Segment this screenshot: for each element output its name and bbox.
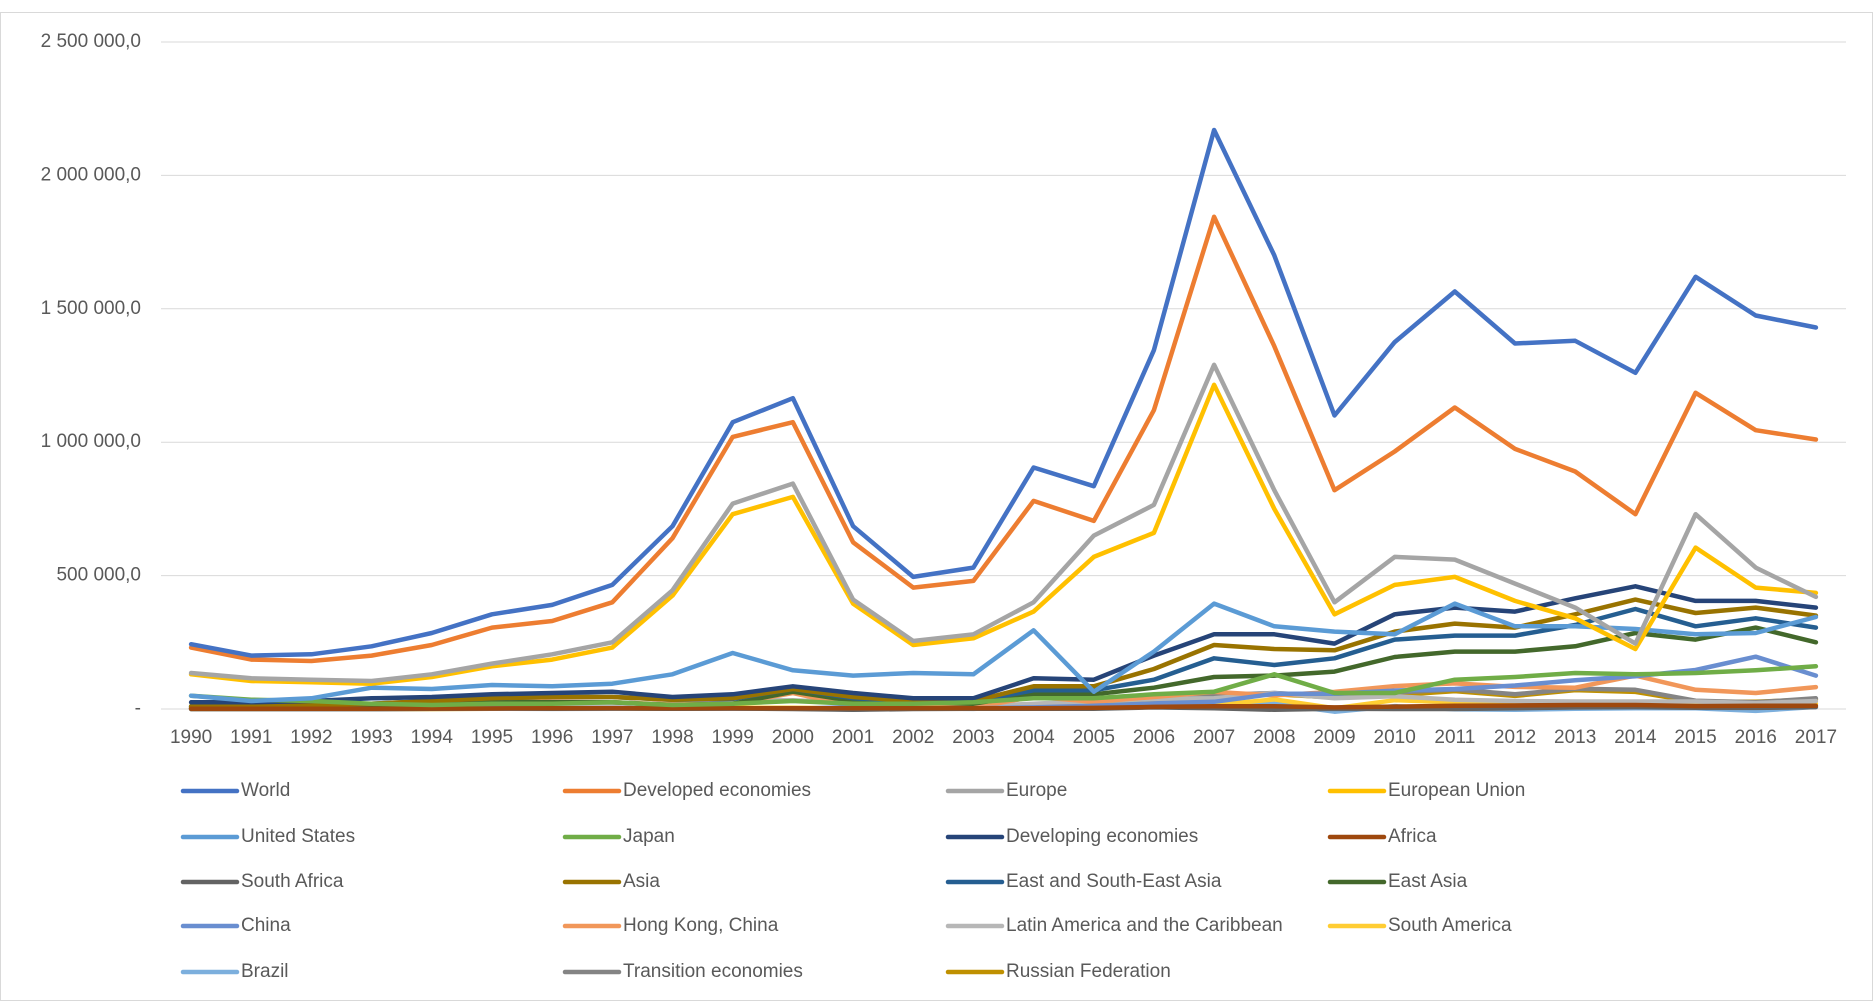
legend-label: Developed economies — [623, 780, 811, 801]
legend-label: Japan — [623, 826, 675, 847]
chart-border — [0, 12, 1873, 1001]
x-tick-label: 2003 — [952, 727, 994, 748]
x-tick-label: 2006 — [1133, 727, 1175, 748]
x-tick-label: 2007 — [1193, 727, 1235, 748]
legend-label: South Africa — [241, 871, 344, 892]
legend-label: East Asia — [1388, 871, 1468, 892]
x-tick-label: 1997 — [591, 727, 633, 748]
x-tick-label: 1996 — [531, 727, 573, 748]
series-line — [188, 214, 1819, 664]
x-tick-label: 2000 — [772, 727, 814, 748]
x-tick-label: 2013 — [1554, 727, 1596, 748]
x-tick-label: 2001 — [832, 727, 874, 748]
legend-label: Transition economies — [623, 961, 803, 982]
x-tick-label: 2011 — [1434, 727, 1475, 748]
x-tick-label: 2014 — [1614, 727, 1657, 748]
x-tick-label: 2008 — [1253, 727, 1295, 748]
x-tick-label: 1999 — [712, 727, 754, 748]
series-line — [188, 382, 1819, 686]
x-tick-label: 1998 — [651, 727, 693, 748]
legend-label: South America — [1388, 915, 1512, 936]
legend-label: Developing economies — [1006, 826, 1198, 847]
x-tick-label: 1990 — [170, 727, 212, 748]
series-line — [188, 664, 1819, 708]
x-tick-label: 2012 — [1494, 727, 1536, 748]
y-tick-label: - — [135, 698, 141, 719]
legend-label: Brazil — [241, 961, 289, 982]
x-tick-label: 2017 — [1795, 727, 1837, 748]
y-tick-label: 2 000 000,0 — [41, 164, 141, 185]
x-tick-label: 2015 — [1674, 727, 1716, 748]
legend-label: Hong Kong, China — [623, 915, 779, 936]
legend-label: Africa — [1388, 826, 1437, 847]
series-line — [188, 597, 1819, 709]
legend-label: United States — [241, 826, 355, 847]
legend-label: Russian Federation — [1006, 961, 1171, 982]
legend-label: China — [241, 915, 291, 936]
x-tick-label: 1993 — [350, 727, 392, 748]
x-tick-label: 1991 — [230, 727, 272, 748]
x-tick-label: 2005 — [1073, 727, 1115, 748]
series-line — [188, 127, 1819, 658]
x-tick-label: 2016 — [1735, 727, 1777, 748]
x-tick-label: 1992 — [290, 727, 332, 748]
series-line — [188, 362, 1819, 684]
y-tick-label: 500 000,0 — [56, 565, 141, 586]
legend-label: Asia — [623, 871, 660, 892]
x-tick-label: 2002 — [892, 727, 934, 748]
y-tick-label: 1 000 000,0 — [41, 431, 141, 452]
legend-label: East and South-East Asia — [1006, 871, 1222, 892]
series-line — [188, 584, 1819, 705]
x-tick-label: 1995 — [471, 727, 513, 748]
series-line — [188, 702, 1819, 711]
legend-label: European Union — [1388, 780, 1525, 801]
legend-label: World — [241, 780, 290, 801]
x-tick-label: 2004 — [1012, 727, 1055, 748]
x-tick-label: 2009 — [1313, 727, 1355, 748]
legend-label: Latin America and the Caribbean — [1006, 915, 1283, 936]
x-tick-label: 1994 — [411, 727, 454, 748]
y-tick-label: 1 500 000,0 — [41, 298, 141, 319]
series-line — [188, 601, 1819, 704]
legend-label: Europe — [1006, 780, 1067, 801]
x-tick-label: 2010 — [1374, 727, 1416, 748]
y-tick-label: 2 500 000,0 — [41, 31, 141, 52]
